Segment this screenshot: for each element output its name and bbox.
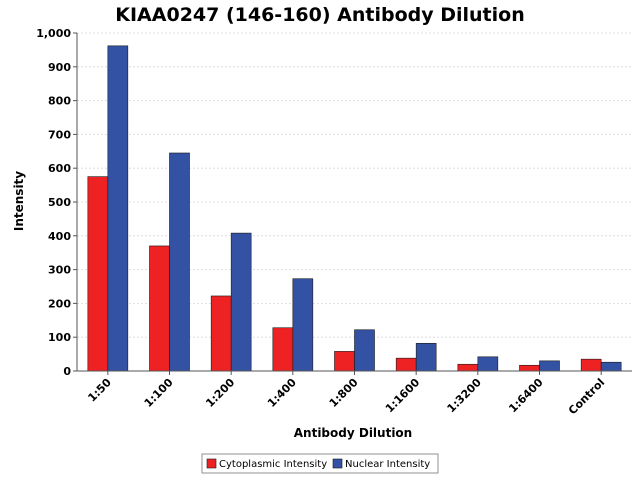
bar-nuclear bbox=[169, 152, 190, 372]
bar-cytoplasmic bbox=[272, 327, 294, 372]
bar-cytoplasmic bbox=[519, 364, 540, 372]
bar-cytoplasmic bbox=[210, 295, 232, 372]
bar-nuclear bbox=[107, 45, 129, 372]
y-tick-label: 700 bbox=[48, 128, 71, 141]
y-tick-label: 800 bbox=[48, 95, 71, 108]
bar-nuclear bbox=[600, 361, 622, 372]
legend: Cytoplasmic Intensity Nuclear Intensity bbox=[201, 453, 439, 474]
bar-cytoplasmic bbox=[395, 357, 417, 372]
bar-cytoplasmic bbox=[149, 245, 170, 372]
legend-swatch bbox=[332, 458, 343, 469]
x-tick-label: 1:50 bbox=[85, 376, 114, 405]
y-tick-label: 0 bbox=[63, 365, 71, 378]
y-tick-label: 200 bbox=[48, 297, 71, 310]
y-axis-ticks: 0 100 200 300 400 500 600 700 800 900 1,000 bbox=[36, 27, 77, 378]
y-tick-label: 400 bbox=[48, 230, 71, 243]
y-tick-label: 500 bbox=[48, 196, 71, 209]
bar-cytoplasmic bbox=[334, 351, 355, 372]
x-axis-ticks: 1:50 1:100 1:200 1:400 1:800 1:1600 1:3200 1:64… bbox=[85, 371, 607, 417]
bars bbox=[87, 45, 622, 372]
chart-title: KIAA0247 (146-160) Antibody Dilution bbox=[115, 4, 524, 26]
x-tick-label: 1:1600 bbox=[383, 376, 423, 416]
y-axis-label: Intensity bbox=[12, 171, 26, 231]
y-tick-label: 1,000 bbox=[36, 27, 71, 40]
bar-cytoplasmic bbox=[580, 358, 602, 372]
y-tick-label: 900 bbox=[48, 61, 71, 74]
y-tick-label: 600 bbox=[48, 162, 71, 175]
x-tick-label: 1:200 bbox=[203, 376, 237, 410]
bar-cytoplasmic bbox=[457, 363, 479, 372]
y-tick-label: 100 bbox=[48, 331, 71, 344]
bar-nuclear bbox=[230, 232, 252, 372]
x-tick-label: Control bbox=[566, 376, 607, 417]
bar-nuclear bbox=[415, 342, 437, 372]
bar-nuclear bbox=[354, 329, 375, 372]
bar-nuclear bbox=[539, 360, 560, 372]
y-tick-label: 300 bbox=[48, 264, 71, 277]
legend-box bbox=[201, 453, 439, 474]
legend-label: Nuclear Intensity bbox=[345, 459, 430, 470]
x-tick-label: 1:6400 bbox=[506, 376, 546, 416]
bar-nuclear bbox=[292, 278, 314, 372]
x-tick-label: 1:800 bbox=[327, 376, 361, 410]
x-tick-label: 1:3200 bbox=[445, 376, 485, 416]
x-tick-label: 1:400 bbox=[265, 376, 299, 410]
legend-label: Cytoplasmic Intensity bbox=[219, 459, 327, 470]
bar-nuclear bbox=[477, 356, 499, 372]
legend-swatch bbox=[206, 458, 217, 469]
x-tick-label: 1:100 bbox=[142, 376, 176, 410]
x-axis-label: Antibody Dilution bbox=[294, 426, 412, 440]
bar-cytoplasmic bbox=[87, 176, 109, 372]
